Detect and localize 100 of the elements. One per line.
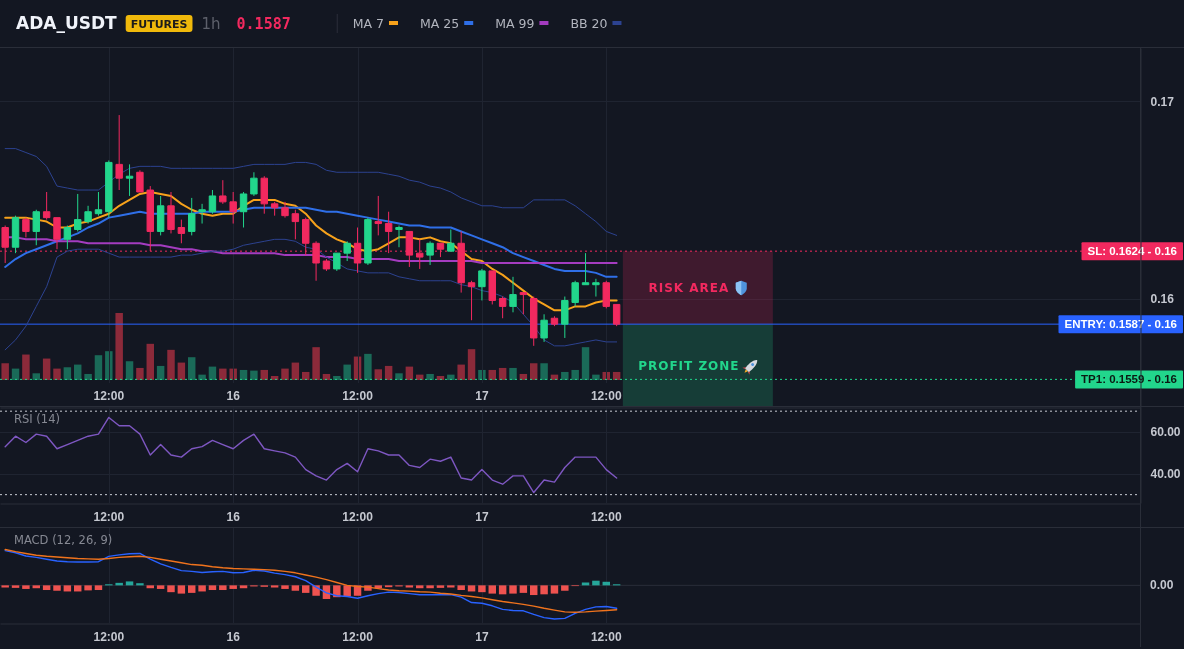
candlestick — [198, 203, 206, 225]
line-series — [4, 148, 618, 236]
bar — [115, 313, 123, 380]
candlestick — [612, 303, 621, 327]
candlestick — [395, 225, 403, 248]
candlestick — [136, 169, 144, 193]
candlestick — [343, 240, 351, 262]
candlestick — [592, 278, 600, 298]
bar — [188, 357, 196, 380]
y-tick-label: 40.00 — [1150, 467, 1181, 482]
bar — [22, 354, 30, 380]
candlestick — [291, 209, 300, 240]
bar — [146, 343, 154, 380]
bar — [42, 358, 51, 380]
chart-title: ADA_USDT — [16, 13, 118, 33]
x-tick-label: 12:00 — [590, 388, 622, 403]
candlestick — [281, 201, 289, 219]
x-tick-label: 16 — [226, 630, 241, 645]
candlestick — [84, 205, 92, 225]
candlestick — [53, 217, 61, 250]
candlestick — [250, 171, 258, 197]
bar — [498, 367, 507, 380]
candlestick — [467, 280, 476, 321]
bar — [374, 369, 382, 380]
bar — [84, 373, 92, 380]
ref-line-label: 0.00 — [1150, 578, 1174, 593]
bar — [333, 375, 341, 380]
candlestick — [11, 215, 20, 254]
candlestick — [219, 179, 227, 205]
bar — [105, 351, 113, 380]
candlestick — [115, 114, 123, 191]
candlestick — [488, 270, 496, 305]
bar — [302, 371, 310, 380]
bar — [136, 367, 144, 380]
ref-line-label: TP1: 0.1559 - 0.16 — [1081, 373, 1177, 386]
candlestick — [509, 276, 517, 313]
candlestick — [530, 296, 538, 347]
candlestick — [229, 191, 237, 225]
bar — [447, 374, 455, 380]
candlestick — [364, 217, 372, 266]
x-tick-label: 12:00 — [342, 630, 374, 645]
candlestick — [32, 209, 40, 246]
x-tick-label: 12:00 — [93, 630, 125, 645]
legend-label: BB 20 — [570, 15, 608, 31]
candlestick — [208, 189, 217, 215]
x-tick-label: 12:00 — [93, 510, 125, 525]
candlestick — [177, 219, 186, 244]
bar — [250, 370, 258, 380]
bar — [540, 363, 548, 380]
bar — [125, 361, 134, 380]
y-tick-label: 0.16 — [1150, 291, 1175, 306]
candlestick — [571, 280, 579, 307]
candlestick — [94, 191, 103, 217]
candlestick — [167, 191, 175, 234]
bar — [384, 365, 393, 380]
bar — [509, 367, 517, 380]
candlestick — [105, 159, 113, 219]
candlestick — [426, 240, 434, 266]
bar — [63, 367, 72, 380]
y-tick-label: 60.00 — [1150, 425, 1181, 440]
text: FUTURES — [130, 18, 188, 31]
bar — [426, 373, 434, 380]
candlestick — [260, 175, 268, 215]
bar — [592, 374, 600, 380]
x-tick-label: 17 — [475, 630, 489, 645]
candlestick — [239, 191, 248, 228]
bar — [312, 347, 320, 380]
bar — [32, 373, 40, 380]
candlestick — [270, 201, 279, 217]
candlestick — [447, 228, 455, 252]
x-tick-label: 12:00 — [342, 510, 374, 525]
candlestick — [374, 195, 382, 236]
candlestick — [63, 225, 72, 250]
x-tick-label: 12:00 — [93, 388, 125, 403]
bar — [156, 365, 165, 380]
bar — [1, 363, 9, 380]
bar — [530, 363, 538, 380]
text: RSI (14) — [14, 412, 60, 426]
candlestick — [156, 195, 165, 236]
bar — [343, 364, 351, 380]
chart-title: MACD (12, 26, 9) — [14, 533, 113, 547]
bar — [198, 374, 206, 380]
line-series — [4, 206, 618, 278]
text: 0.1587 — [236, 15, 291, 33]
y-tick-label: 0.17 — [1150, 94, 1175, 109]
x-tick-label: 16 — [226, 510, 241, 525]
x-tick-label: 12:00 — [590, 510, 622, 525]
candlestick — [540, 313, 548, 343]
bar — [467, 349, 476, 380]
x-tick-label: 12:00 — [342, 388, 374, 403]
candlestick — [333, 252, 341, 272]
bar — [167, 349, 175, 380]
bar — [281, 368, 289, 380]
bar — [364, 353, 372, 380]
candlestick — [581, 252, 590, 286]
bar — [177, 362, 186, 380]
line-series — [4, 191, 618, 312]
bar — [395, 373, 403, 380]
bar — [571, 369, 579, 380]
candlestick — [188, 197, 196, 236]
